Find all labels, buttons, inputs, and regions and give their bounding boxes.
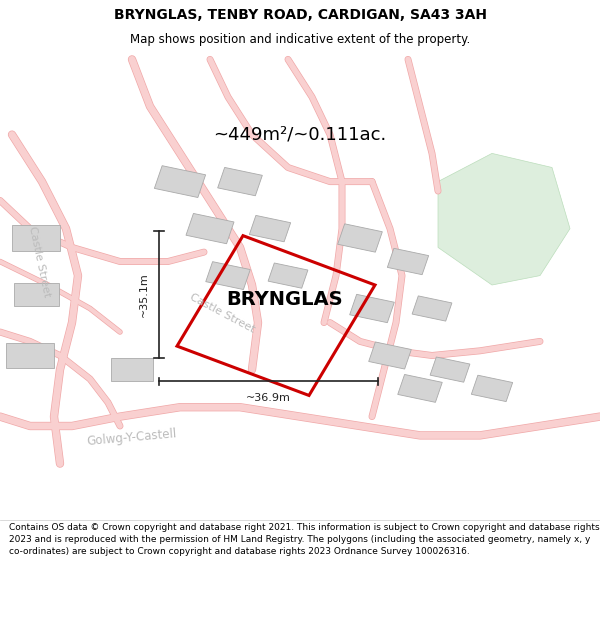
Text: ~449m²/~0.111ac.: ~449m²/~0.111ac. — [214, 126, 386, 144]
Bar — [388, 248, 428, 274]
Bar — [218, 168, 262, 196]
Bar — [111, 358, 153, 381]
Bar — [250, 216, 290, 242]
Polygon shape — [438, 153, 570, 285]
Text: BRYNGLAS, TENBY ROAD, CARDIGAN, SA43 3AH: BRYNGLAS, TENBY ROAD, CARDIGAN, SA43 3AH — [113, 8, 487, 22]
Bar — [6, 342, 54, 368]
Bar — [14, 282, 59, 306]
Text: ~36.9m: ~36.9m — [246, 392, 291, 402]
Bar — [430, 357, 470, 382]
Bar — [154, 166, 206, 198]
Text: Castle Street: Castle Street — [26, 225, 52, 298]
Bar — [338, 224, 382, 252]
Bar — [398, 374, 442, 402]
Bar — [186, 214, 234, 244]
Text: ~35.1m: ~35.1m — [139, 272, 149, 317]
Bar — [412, 296, 452, 321]
Bar — [206, 262, 250, 289]
Text: Golwg-Y-Castell: Golwg-Y-Castell — [86, 428, 178, 448]
Text: Castle Street: Castle Street — [188, 292, 256, 334]
Bar — [350, 294, 394, 322]
Text: Map shows position and indicative extent of the property.: Map shows position and indicative extent… — [130, 32, 470, 46]
Bar — [12, 225, 60, 251]
Bar — [472, 375, 512, 402]
Text: BRYNGLAS: BRYNGLAS — [227, 289, 343, 309]
Bar — [268, 263, 308, 288]
Bar — [368, 342, 412, 369]
Text: Contains OS data © Crown copyright and database right 2021. This information is : Contains OS data © Crown copyright and d… — [9, 523, 599, 556]
